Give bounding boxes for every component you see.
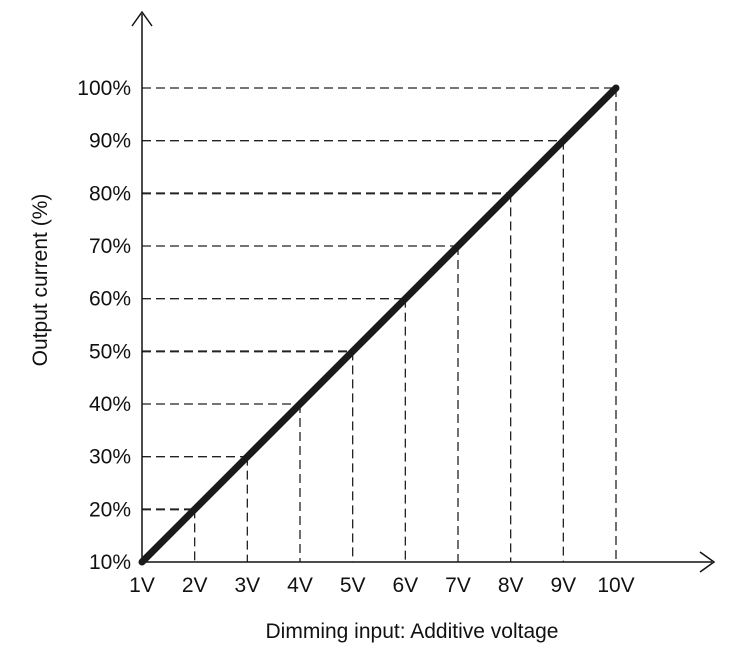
- y-tick-label: 50%: [89, 340, 131, 363]
- x-tick-label: 4V: [287, 574, 313, 597]
- y-tick-label: 10%: [89, 551, 131, 574]
- y-tick-label: 80%: [89, 182, 131, 205]
- x-tick-label: 9V: [550, 574, 576, 597]
- y-tick-label: 70%: [89, 235, 131, 258]
- x-tick-label: 7V: [445, 574, 471, 597]
- y-tick-label: 20%: [89, 498, 131, 521]
- x-tick-label: 1V: [129, 574, 155, 597]
- x-tick-label: 5V: [340, 574, 366, 597]
- x-tick-label: 10V: [597, 574, 634, 597]
- y-tick-label: 90%: [89, 130, 131, 153]
- y-tick-label: 100%: [77, 77, 131, 100]
- y-tick-label: 30%: [89, 446, 131, 469]
- y-tick-label: 60%: [89, 288, 131, 311]
- x-tick-label: 2V: [182, 574, 208, 597]
- x-tick-label: 6V: [392, 574, 418, 597]
- series-line: [142, 88, 616, 562]
- y-tick-label: 40%: [89, 393, 131, 416]
- y-axis-label: Output current (%): [29, 194, 52, 367]
- x-tick-label: 3V: [234, 574, 260, 597]
- x-tick-label: 8V: [498, 574, 524, 597]
- x-axis-label: Dimming input: Additive voltage: [266, 620, 559, 643]
